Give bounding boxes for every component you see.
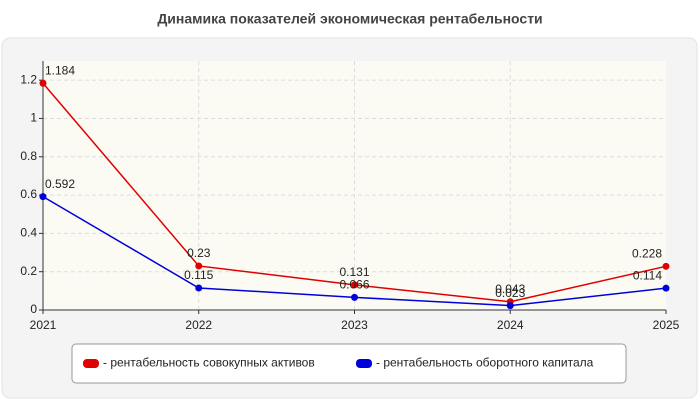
legend-label: - рентабельность совокупных активов [103,356,315,370]
data-label: 0.114 [633,268,662,282]
data-label: 0.228 [632,247,662,261]
data-point [195,284,203,292]
y-tick-label: 0 [30,302,37,316]
data-label: 0.115 [184,268,213,282]
data-point [506,302,514,310]
data-label: 0.23 [187,246,211,260]
y-tick-label: 0.2 [20,264,37,278]
legend-marker [356,359,372,368]
x-tick-label: 2025 [653,318,680,332]
data-label: 0.043 [495,282,525,296]
data-point [39,79,47,87]
legend-label: - рентабельность оборотного капитала [376,356,594,370]
data-label: 0.066 [339,278,369,292]
y-tick-label: 0.8 [20,149,37,163]
data-point [662,284,670,292]
x-tick-label: 2021 [30,318,57,332]
data-point [662,262,670,270]
data-label: 1.184 [45,63,75,77]
legend [71,343,627,384]
y-tick-label: 0.6 [20,187,37,201]
data-point [195,262,203,270]
x-tick-label: 2023 [341,318,368,332]
data-point [351,281,358,289]
y-tick-label: 1.2 [20,72,37,86]
chart-title: Динамика показателей экономическая рента… [157,11,542,27]
data-label: 0.592 [45,177,75,191]
y-tick-label: 1 [30,111,37,125]
data-point [351,293,358,301]
x-tick-label: 2022 [185,318,212,332]
data-point [39,193,47,201]
data-label: 0.131 [339,265,369,279]
plot-area [43,61,666,310]
legend-marker [83,359,99,368]
data-label: 0.023 [495,286,525,300]
y-tick-label: 0.4 [20,226,37,240]
x-tick-label: 2024 [497,318,524,332]
